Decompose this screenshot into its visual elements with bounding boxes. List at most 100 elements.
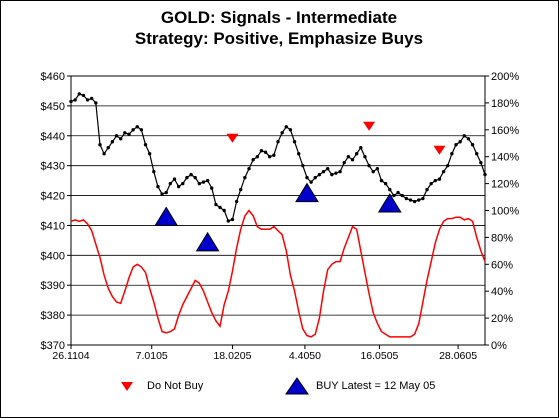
- price-point: [284, 125, 288, 129]
- price-point: [325, 166, 330, 171]
- left-tick-label: $450: [41, 101, 65, 113]
- price-point: [292, 140, 297, 144]
- price-point: [143, 143, 148, 147]
- price-point: [263, 150, 268, 154]
- price-point: [321, 169, 326, 174]
- price-point: [168, 181, 173, 186]
- price-point: [239, 187, 243, 192]
- price-point: [147, 152, 152, 156]
- price-point: [404, 196, 409, 201]
- x-tick-label: 7.0105: [136, 350, 168, 362]
- price-point: [301, 163, 305, 168]
- price-point: [450, 152, 454, 156]
- price-point: [454, 143, 458, 147]
- price-point: [230, 217, 235, 222]
- x-tick-label: 28.0605: [439, 350, 477, 362]
- do-not-buy-signal-triangle: [226, 133, 239, 143]
- price-point: [458, 140, 462, 144]
- legend: Do Not Buy BUY Latest = 12 May 05: [121, 377, 435, 395]
- price-point: [139, 128, 144, 132]
- price-series-line: [70, 93, 486, 222]
- price-point: [371, 169, 375, 174]
- right-axis: 0% 20% 40% 60% 80% 100% 120% 140% 160% 180% 200%: [485, 71, 519, 352]
- price-point: [392, 193, 396, 198]
- price-point: [433, 178, 438, 183]
- left-tick-label: $370: [41, 340, 65, 352]
- price-point: [81, 93, 86, 98]
- right-tick-label: 0%: [491, 340, 507, 352]
- price-point: [342, 160, 346, 165]
- left-tick-label: $390: [41, 280, 65, 292]
- left-tick-label: $420: [41, 191, 65, 203]
- price-point: [379, 178, 384, 183]
- price-point: [400, 193, 404, 198]
- price-point: [268, 155, 272, 159]
- price-point: [222, 208, 226, 213]
- price-point: [251, 157, 255, 162]
- price-point: [330, 172, 334, 177]
- price-point: [135, 125, 139, 129]
- right-tick-label: 100%: [491, 206, 519, 218]
- price-point: [466, 137, 471, 141]
- price-point: [181, 181, 185, 186]
- price-point: [123, 131, 127, 135]
- price-point: [354, 152, 359, 156]
- price-point: [110, 140, 115, 144]
- do-not-buy-signal-triangle: [433, 145, 446, 155]
- price-point: [346, 155, 351, 159]
- price-point: [160, 192, 164, 196]
- price-point: [421, 196, 425, 201]
- buy-signal-triangle: [295, 182, 319, 203]
- price-point: [479, 160, 483, 165]
- price-point: [98, 143, 102, 147]
- price-point: [185, 175, 189, 180]
- left-tick-label: $460: [41, 71, 65, 83]
- price-point: [396, 190, 400, 195]
- price-point: [77, 92, 81, 96]
- price-point: [255, 155, 259, 159]
- price-point: [446, 163, 450, 168]
- price-point: [425, 187, 429, 192]
- buy-legend-icon: [285, 377, 309, 395]
- right-tick-label: 40%: [491, 286, 513, 298]
- price-point: [189, 172, 193, 177]
- chart-title: GOLD: Signals - Intermediate: [161, 8, 397, 27]
- price-point: [317, 172, 322, 177]
- price-point: [363, 155, 367, 159]
- price-point: [383, 181, 388, 186]
- left-axis: $370 $380 $390 $400 $410 $420 $430 $440 $450 $460: [41, 71, 71, 352]
- left-tick-label: $430: [41, 161, 65, 173]
- grid-lines: [71, 105, 485, 316]
- legend-do-not-buy-label: Do Not Buy: [147, 380, 204, 392]
- right-tick-label: 160%: [491, 125, 519, 137]
- buy-signal-triangle: [195, 231, 220, 252]
- price-point: [412, 199, 417, 204]
- price-point: [437, 177, 442, 181]
- price-point: [313, 175, 317, 180]
- price-point: [201, 180, 206, 184]
- price-point: [359, 146, 363, 150]
- price-point: [259, 149, 264, 153]
- price-point: [176, 184, 181, 189]
- price-point: [417, 198, 421, 202]
- price-point: [210, 186, 214, 190]
- x-tick-label: 18.0205: [213, 350, 251, 362]
- price-point: [102, 152, 106, 156]
- price-point: [131, 128, 135, 132]
- price-point: [172, 177, 177, 181]
- price-point: [85, 98, 90, 102]
- price-point: [243, 175, 247, 180]
- buy-signal-triangle: [154, 206, 179, 226]
- buy-signal-triangle: [377, 193, 402, 213]
- price-point: [375, 166, 380, 171]
- price-point: [118, 137, 123, 141]
- price-point: [297, 152, 301, 156]
- price-point: [152, 169, 156, 174]
- price-point: [114, 134, 119, 138]
- right-tick-label: 200%: [491, 71, 519, 83]
- price-series-points: [69, 92, 487, 223]
- price-point: [441, 169, 446, 174]
- price-point: [408, 198, 413, 202]
